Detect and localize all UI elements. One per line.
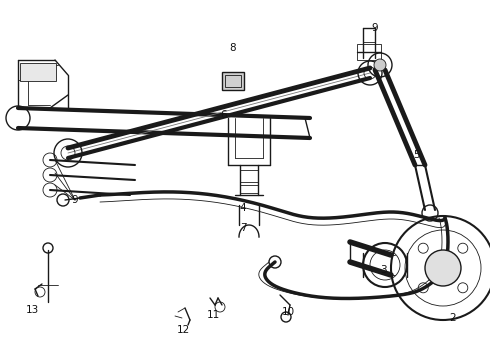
- Text: 6: 6: [220, 110, 227, 120]
- Text: 3: 3: [380, 265, 386, 275]
- Circle shape: [425, 250, 461, 286]
- Bar: [240, 185, 258, 193]
- Circle shape: [374, 59, 386, 71]
- Bar: [222, 72, 244, 90]
- Text: 11: 11: [206, 310, 220, 320]
- Text: 8: 8: [230, 43, 236, 53]
- Bar: [225, 75, 241, 87]
- Text: 10: 10: [281, 307, 294, 317]
- Text: 12: 12: [176, 325, 190, 335]
- Text: 9: 9: [72, 195, 78, 205]
- Bar: [357, 44, 381, 60]
- Text: 7: 7: [240, 223, 246, 233]
- Text: 9: 9: [372, 23, 378, 33]
- Text: 2: 2: [450, 313, 456, 323]
- Text: 5: 5: [413, 150, 419, 160]
- Bar: [240, 170, 258, 182]
- Text: 13: 13: [25, 305, 39, 315]
- Bar: [20, 63, 56, 81]
- Text: 4: 4: [240, 203, 246, 213]
